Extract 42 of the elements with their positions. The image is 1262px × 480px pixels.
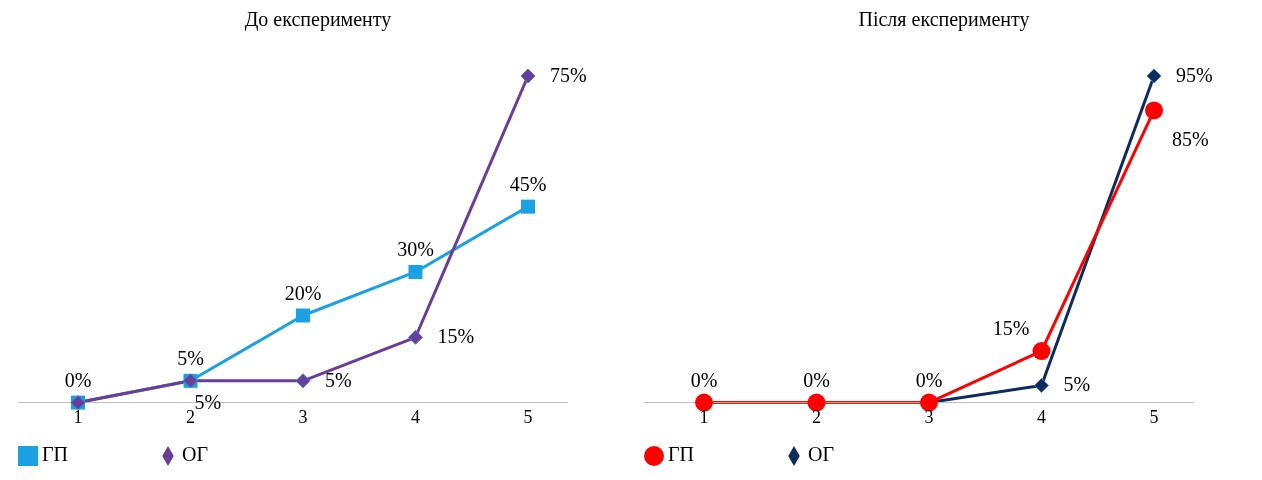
x-tick-label: 1: [73, 407, 83, 428]
data-label: 0%: [690, 368, 718, 391]
data-label: 0%: [803, 368, 830, 391]
data-label: 30%: [397, 237, 434, 260]
x-tick-label: 5: [523, 407, 533, 428]
data-label: 15%: [992, 317, 1030, 340]
point: [1145, 101, 1163, 120]
data-label: 5%: [325, 368, 352, 391]
data-label: 85%: [1172, 128, 1209, 151]
x-tick-label: 5: [1149, 407, 1159, 428]
x-tick-label: 4: [411, 407, 420, 428]
point: [296, 308, 310, 323]
data-label: 5%: [1063, 373, 1091, 396]
x-tick-label: 2: [812, 407, 821, 428]
point: [521, 199, 535, 214]
point: [1146, 68, 1162, 84]
data-label: 0%: [64, 368, 92, 391]
point: [1032, 342, 1051, 361]
chart-title: Після експерименту: [857, 8, 1031, 33]
point: [1034, 377, 1049, 393]
point: [295, 373, 311, 389]
data-label: 15%: [437, 325, 475, 348]
data-label: 75%: [550, 64, 587, 86]
x-tick-label: 1: [699, 407, 709, 428]
data-label: 0%: [915, 368, 943, 391]
data-label: 20%: [284, 281, 322, 304]
legend-label: ОГ: [182, 442, 209, 465]
legend-label: ГП: [668, 442, 695, 465]
data-label: 95%: [1176, 64, 1213, 86]
legend-label: ГП: [42, 442, 69, 465]
legend-label: ОГ: [808, 442, 835, 465]
chart-title: До експерименту: [243, 8, 393, 33]
x-tick-label: 3: [924, 407, 934, 428]
x-tick-label: 2: [186, 407, 195, 428]
x-tick-label: 3: [298, 407, 308, 428]
point: [408, 264, 423, 279]
data-label: 45%: [509, 172, 547, 195]
point: [520, 68, 536, 84]
data-label: 5%: [194, 390, 222, 413]
data-label: 5%: [177, 346, 204, 369]
x-tick-label: 4: [1037, 407, 1046, 428]
point: [408, 329, 423, 345]
